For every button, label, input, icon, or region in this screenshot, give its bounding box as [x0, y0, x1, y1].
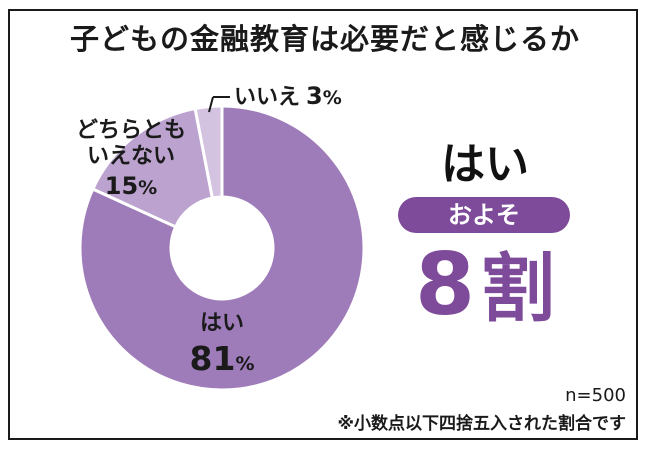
summary-big-number: 8 [415, 235, 475, 335]
summary-big-unit: 割 [480, 246, 555, 332]
summary-pill: およそ [398, 197, 570, 233]
label-yes-text: はい [200, 311, 244, 336]
label-no-leader-v [208, 96, 214, 113]
sample-size-note: n=500 [565, 385, 626, 406]
label-yes: はい 81% [190, 311, 255, 378]
label-no-value: いいえ 3% [234, 82, 342, 110]
label-mid-line2: いえない [87, 144, 175, 169]
slice-no [193, 104, 224, 200]
donut-slices [78, 104, 366, 392]
label-mid-value: 15% [105, 172, 157, 200]
label-yes-value: 81% [190, 339, 255, 378]
slice-yes [78, 104, 366, 392]
summary-answer: はい [441, 139, 529, 190]
label-mid: どちらとも いえない 15% [76, 118, 186, 200]
label-no: いいえ 3% [208, 82, 342, 113]
rounding-note: ※小数点以下四捨五入された割合です [337, 414, 626, 434]
label-mid-line1: どちらとも [76, 118, 186, 143]
slice-mid [90, 106, 215, 229]
summary-big-value: 8割 [385, 235, 585, 335]
chart-title: 子どもの金融教育は必要だと感じるか [69, 22, 580, 56]
